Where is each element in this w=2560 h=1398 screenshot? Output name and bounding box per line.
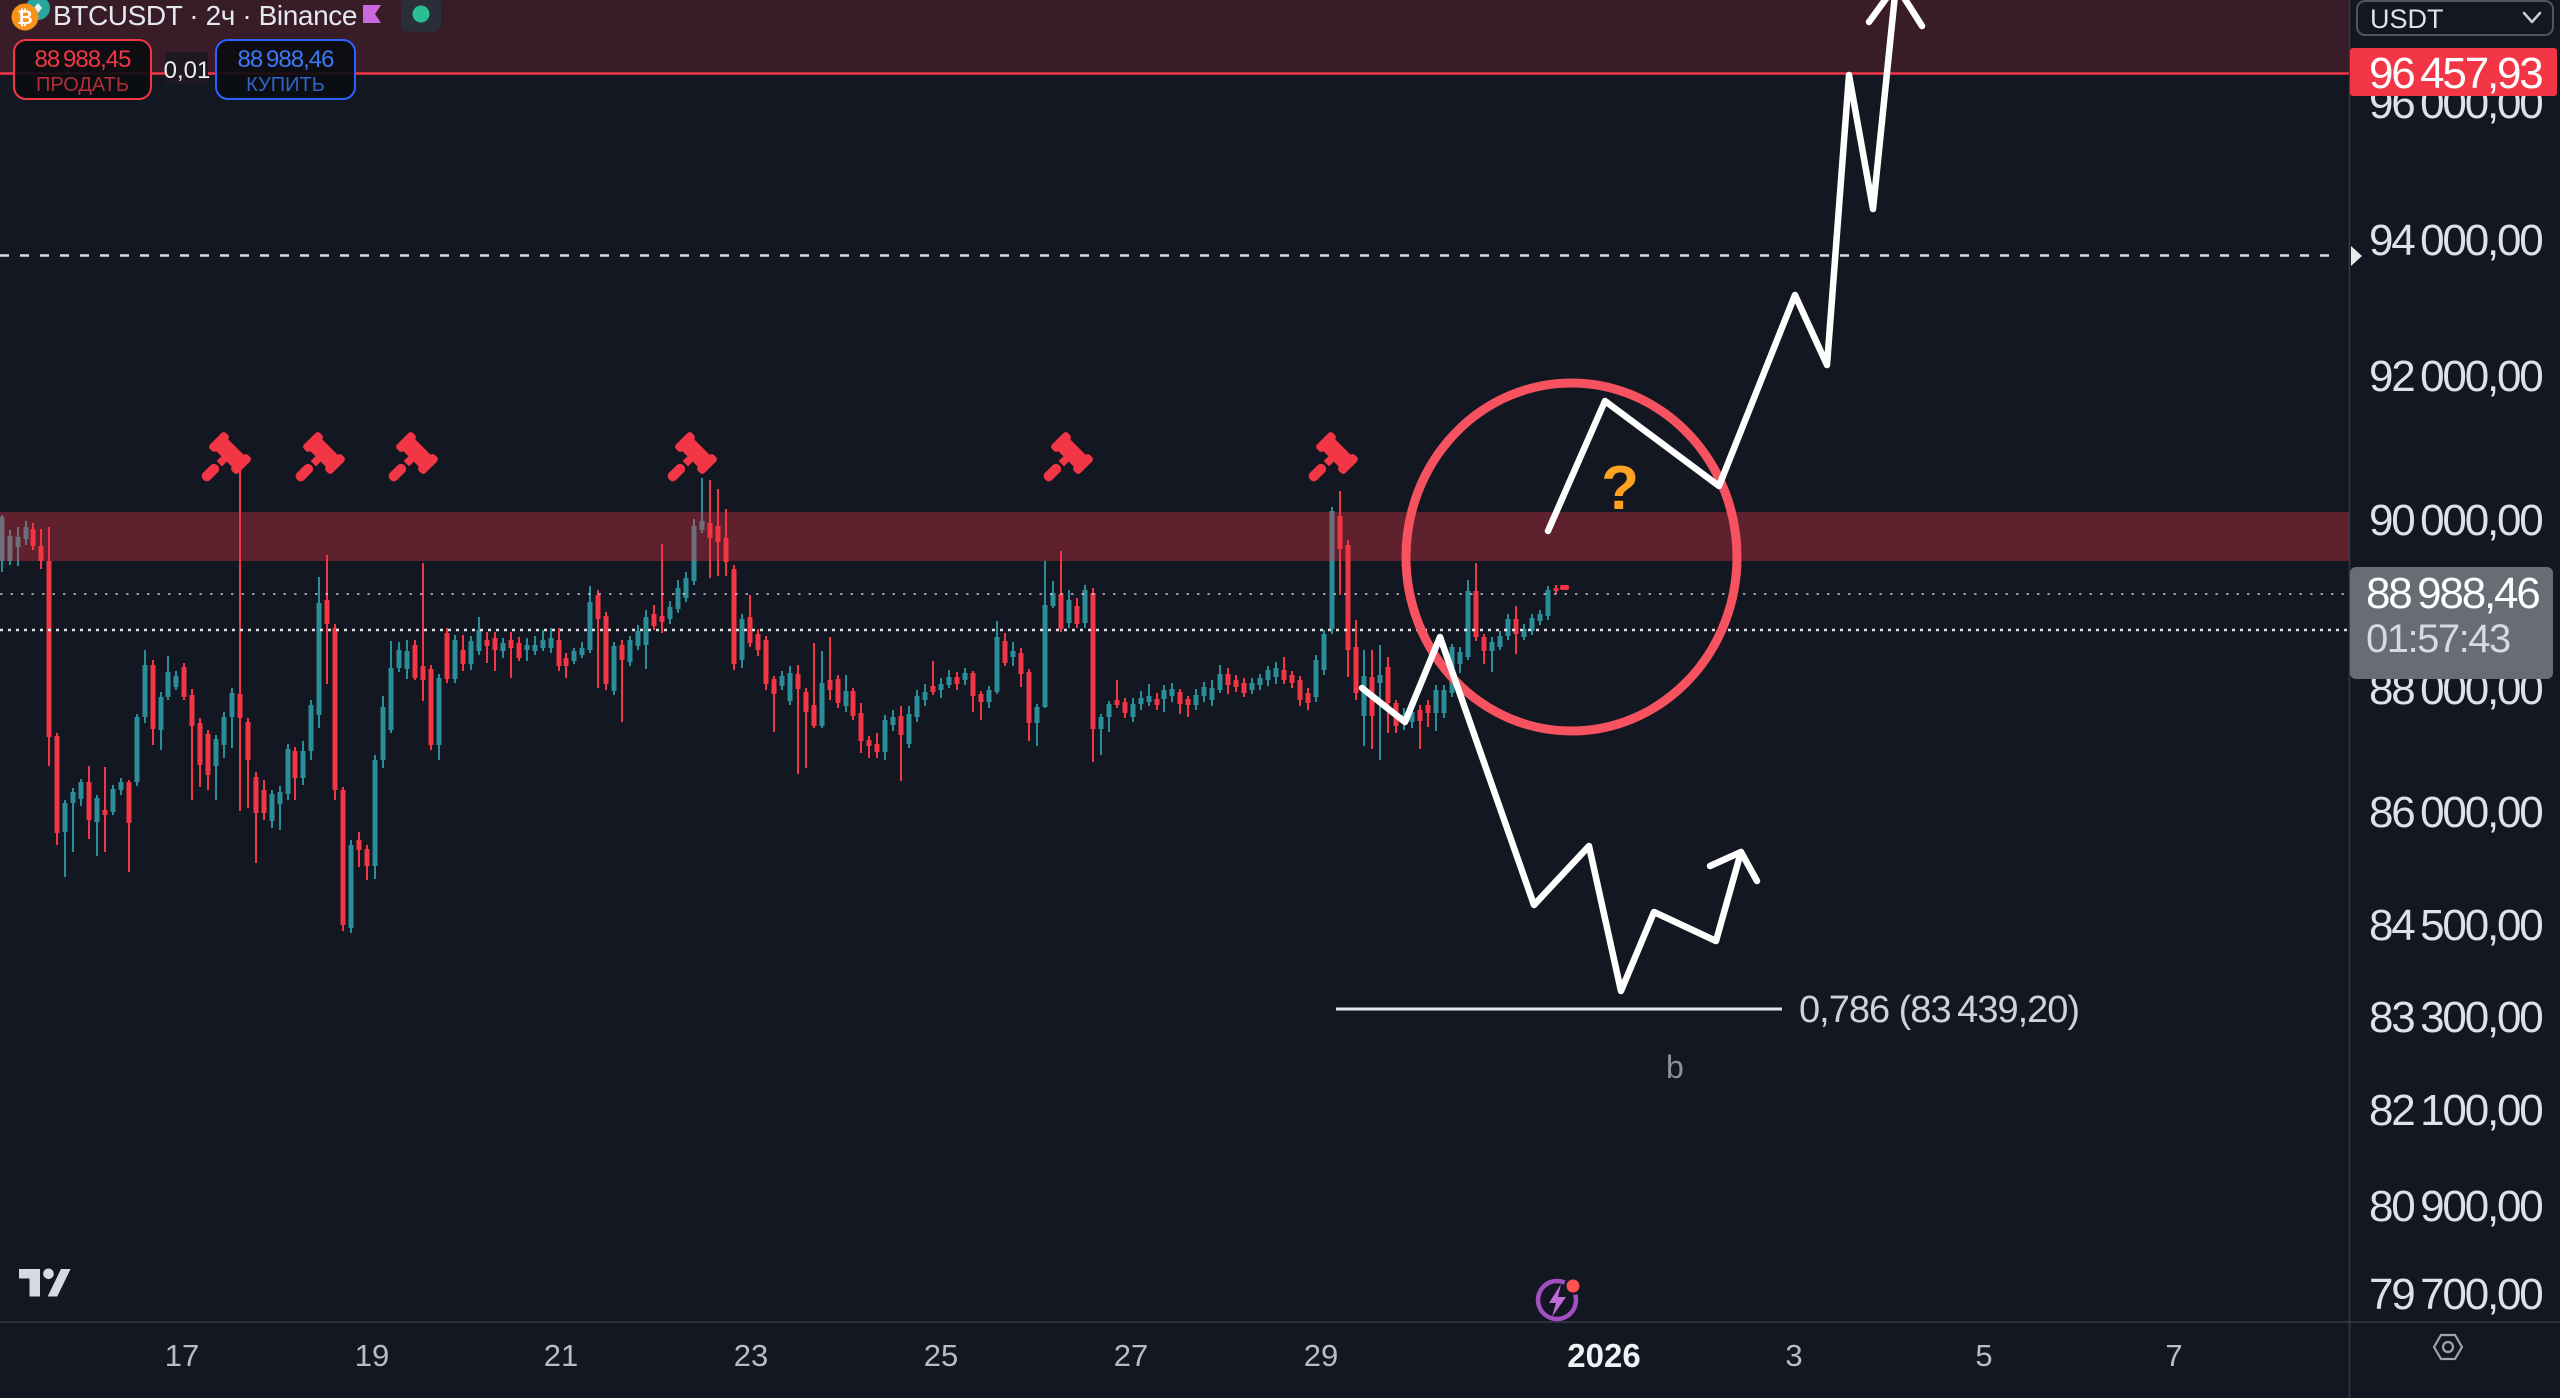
svg-text:0,01: 0,01	[164, 57, 211, 84]
svg-text:b: b	[1666, 1049, 1684, 1085]
svg-text:80 900,00: 80 900,00	[2369, 1182, 2542, 1231]
svg-text:94 000,00: 94 000,00	[2369, 216, 2542, 265]
svg-text:90 000,00: 90 000,00	[2369, 496, 2542, 545]
svg-text:ПРОДАТЬ: ПРОДАТЬ	[36, 74, 129, 96]
svg-text:83 300,00: 83 300,00	[2369, 993, 2542, 1042]
svg-text:23: 23	[734, 1338, 768, 1373]
svg-text:КУПИТЬ: КУПИТЬ	[246, 74, 325, 96]
svg-text:21: 21	[544, 1338, 578, 1373]
svg-text:2026: 2026	[1567, 1337, 1640, 1374]
svg-text:01:57:43: 01:57:43	[2366, 617, 2510, 661]
svg-text:82 100,00: 82 100,00	[2369, 1086, 2542, 1135]
svg-text:96 457,93: 96 457,93	[2369, 49, 2542, 98]
svg-text:₿: ₿	[17, 8, 32, 29]
svg-text:79 700,00: 79 700,00	[2369, 1270, 2542, 1319]
svg-text:27: 27	[1114, 1338, 1148, 1373]
svg-text:BTCUSDT · 2ч · Binance: BTCUSDT · 2ч · Binance	[53, 0, 357, 31]
svg-text:17: 17	[165, 1338, 199, 1373]
svg-text:86 000,00: 86 000,00	[2369, 788, 2542, 837]
svg-text:88 988,46: 88 988,46	[2366, 569, 2539, 618]
svg-text:?: ?	[1601, 454, 1639, 523]
svg-text:25: 25	[924, 1338, 958, 1373]
svg-text:19: 19	[355, 1338, 389, 1373]
svg-text:88 988,46: 88 988,46	[238, 46, 335, 73]
svg-text:84 500,00: 84 500,00	[2369, 901, 2542, 950]
svg-text:7: 7	[2165, 1338, 2182, 1373]
svg-text:0,786 (83 439,20): 0,786 (83 439,20)	[1799, 989, 2079, 1031]
svg-text:29: 29	[1304, 1338, 1338, 1373]
svg-text:3: 3	[1785, 1338, 1802, 1373]
svg-text:5: 5	[1975, 1338, 1992, 1373]
svg-text:92 000,00: 92 000,00	[2369, 352, 2542, 401]
svg-text:USDT: USDT	[2370, 4, 2444, 34]
svg-text:88 988,45: 88 988,45	[35, 46, 132, 73]
